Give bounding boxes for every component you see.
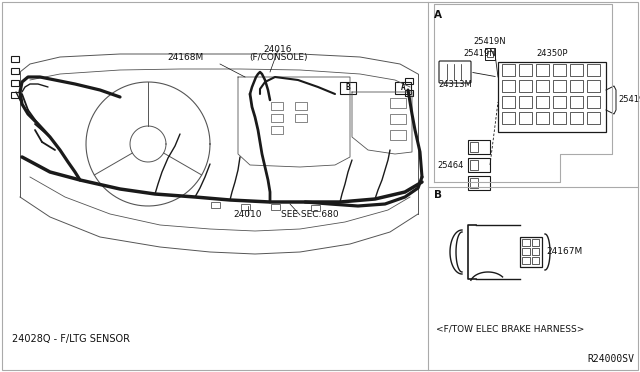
Bar (519, 112, 532, 124)
Bar (498, 62, 606, 132)
Bar (295, 102, 307, 110)
Bar (522, 257, 530, 264)
Text: 24350P: 24350P (536, 49, 568, 58)
Bar (502, 80, 515, 92)
Bar (390, 114, 406, 124)
Bar (502, 112, 515, 124)
Bar (587, 112, 600, 124)
Bar (311, 205, 320, 211)
Bar (11, 68, 19, 74)
Bar (587, 96, 600, 108)
Bar (470, 178, 478, 188)
Bar (211, 202, 220, 208)
Bar (271, 114, 283, 122)
Bar (536, 96, 549, 108)
Bar (502, 64, 515, 76)
Bar (587, 80, 600, 92)
Text: 25419N: 25419N (463, 49, 496, 58)
Text: 24167M: 24167M (546, 247, 582, 257)
Bar (570, 80, 583, 92)
Bar (519, 96, 532, 108)
Bar (11, 80, 19, 86)
Bar (468, 158, 490, 172)
Bar (519, 80, 532, 92)
Bar (295, 114, 307, 122)
Bar (519, 64, 532, 76)
Text: 25419N: 25419N (618, 96, 640, 105)
Text: 25464: 25464 (438, 160, 464, 170)
Bar (395, 82, 411, 94)
Bar (570, 96, 583, 108)
Bar (470, 142, 478, 152)
Text: SEE SEC.680: SEE SEC.680 (281, 210, 339, 219)
Bar (487, 51, 493, 57)
Bar (553, 112, 566, 124)
Text: 25419N: 25419N (474, 37, 506, 46)
Text: B: B (434, 190, 442, 200)
Bar (532, 248, 539, 255)
Bar (11, 92, 19, 98)
Bar (553, 80, 566, 92)
Text: A: A (401, 83, 405, 93)
Text: <F/TOW ELEC BRAKE HARNESS>: <F/TOW ELEC BRAKE HARNESS> (436, 325, 584, 334)
Text: (F/CONSOLE): (F/CONSOLE) (249, 53, 307, 62)
Bar (502, 96, 515, 108)
Text: A: A (434, 10, 442, 20)
Bar (570, 112, 583, 124)
Bar (271, 126, 283, 134)
Text: 24010: 24010 (234, 210, 262, 219)
Bar (522, 248, 530, 255)
Bar (390, 98, 406, 108)
Bar (532, 257, 539, 264)
Bar (522, 239, 530, 246)
Bar (470, 160, 478, 170)
Text: 24168M: 24168M (167, 53, 203, 62)
Bar (271, 102, 283, 110)
Text: R24000SV: R24000SV (587, 354, 634, 364)
Bar (405, 90, 413, 96)
Bar (340, 82, 356, 94)
Bar (553, 64, 566, 76)
Text: 24313M: 24313M (438, 80, 472, 89)
Bar (570, 64, 583, 76)
Bar (536, 64, 549, 76)
Bar (241, 204, 250, 210)
Bar (520, 237, 542, 267)
Bar (536, 80, 549, 92)
Text: B: B (346, 83, 350, 93)
Bar (390, 130, 406, 140)
Bar (587, 64, 600, 76)
Bar (536, 112, 549, 124)
Bar (271, 204, 280, 210)
Bar (405, 78, 413, 84)
Bar (532, 239, 539, 246)
Bar (485, 48, 495, 60)
Bar (468, 140, 490, 154)
Bar (553, 96, 566, 108)
Text: 24016: 24016 (264, 45, 292, 54)
Bar (11, 56, 19, 62)
Bar (468, 176, 490, 190)
Text: 24028Q - F/LTG SENSOR: 24028Q - F/LTG SENSOR (12, 334, 130, 344)
